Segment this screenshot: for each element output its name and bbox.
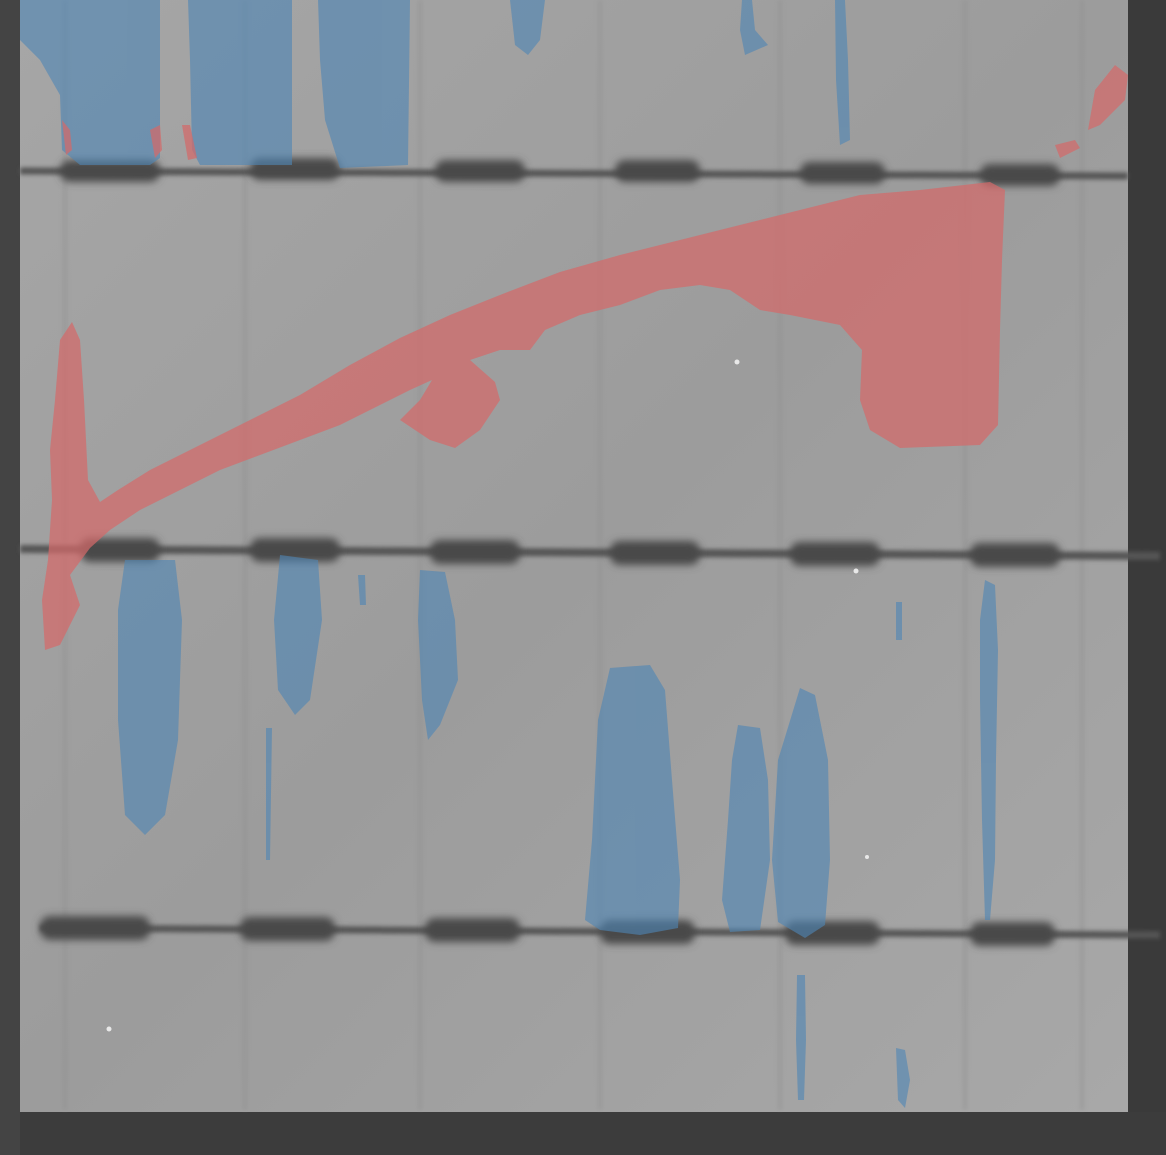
crack-mask xyxy=(42,65,1128,650)
bottom-frame-bar xyxy=(0,1112,1166,1155)
left-frame-bar xyxy=(0,0,20,1155)
inactive-area-mask xyxy=(20,0,998,1108)
bright-specks xyxy=(106,359,869,1032)
busbars xyxy=(19,158,1161,946)
right-frame-bar xyxy=(1128,0,1166,1155)
